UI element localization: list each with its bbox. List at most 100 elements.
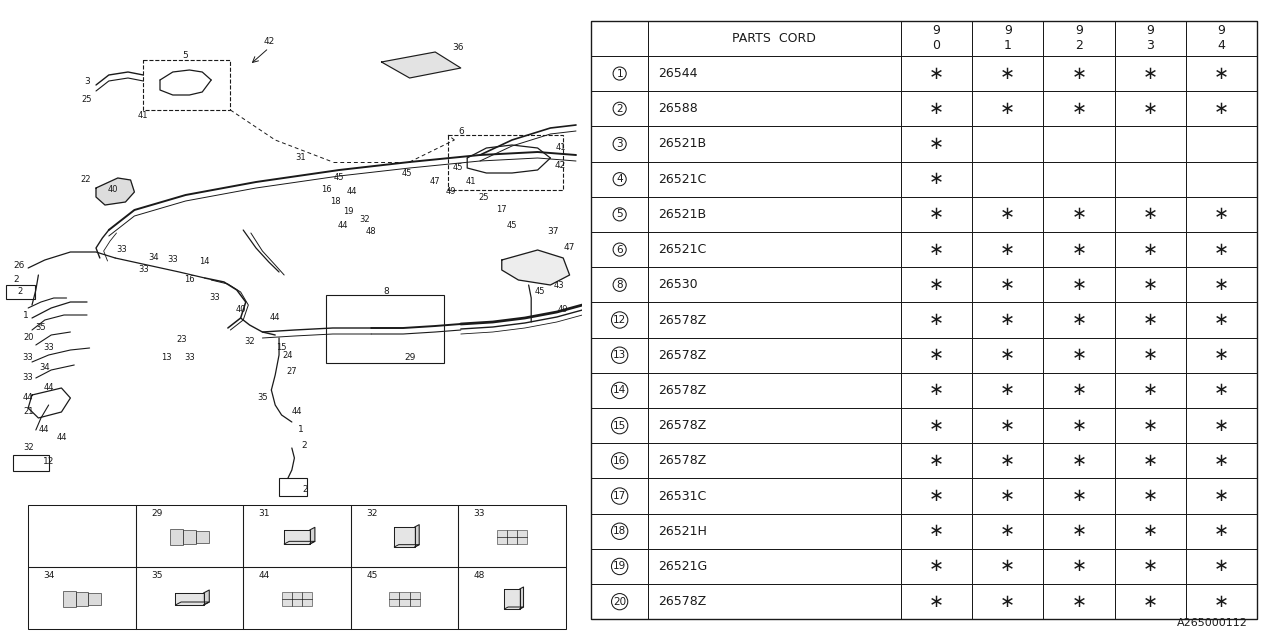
Bar [458,505,566,567]
Text: 35: 35 [36,323,46,333]
Text: ∗: ∗ [1000,346,1015,364]
Text: ∗: ∗ [1000,241,1015,259]
Text: ∗: ∗ [929,65,945,83]
Text: 42: 42 [264,38,274,47]
Bar [279,478,307,496]
Text: 14: 14 [200,257,210,266]
Bar [901,373,972,408]
Text: 13: 13 [161,353,172,362]
Text: 34: 34 [44,570,55,579]
Bar [1185,302,1257,338]
Text: 44: 44 [38,426,49,435]
Bar [591,408,648,444]
Bar [972,196,1043,232]
Bar [1043,408,1115,444]
Polygon shape [502,250,570,285]
Bar [591,267,648,302]
Text: 42: 42 [556,161,566,170]
Text: ∗: ∗ [1071,417,1087,435]
Text: 9
4: 9 4 [1217,24,1225,52]
Bar [507,530,517,544]
Text: ∗: ∗ [1000,381,1015,399]
Text: ∗: ∗ [1071,100,1087,118]
Text: ∗: ∗ [1143,311,1157,329]
Bar [901,56,972,91]
Polygon shape [310,527,315,544]
FancyBboxPatch shape [6,285,35,299]
Bar [1115,302,1185,338]
Text: ∗: ∗ [1000,65,1015,83]
Text: 16: 16 [321,186,332,195]
Bar [972,408,1043,444]
Bar [1043,338,1115,373]
Text: ∗: ∗ [1143,65,1157,83]
Bar [1115,338,1185,373]
Text: 48: 48 [366,227,376,237]
Text: 25: 25 [82,95,92,104]
Text: ∗: ∗ [1213,100,1229,118]
Bar [901,196,972,232]
Bar [88,593,101,605]
Bar [1043,302,1115,338]
Bar [389,592,399,606]
Text: 26578Z: 26578Z [658,349,707,362]
Text: 6: 6 [458,127,463,136]
Bar [1185,232,1257,267]
Bar [648,196,901,232]
Text: 26544: 26544 [658,67,698,80]
Bar [351,505,458,567]
Bar [183,530,196,544]
Bar [1043,267,1115,302]
Bar [648,267,901,302]
Bar [901,408,972,444]
Bar [901,161,972,196]
Text: 20: 20 [23,333,33,342]
Text: 1: 1 [617,68,623,79]
Text: 47: 47 [564,243,575,253]
Text: ∗: ∗ [1143,100,1157,118]
Text: ∗: ∗ [1213,452,1229,470]
Bar [648,126,901,161]
Text: 15: 15 [613,420,626,431]
Text: ∗: ∗ [1071,487,1087,505]
Text: 26578Z: 26578Z [658,419,707,432]
Text: ∗: ∗ [1000,522,1015,540]
Bar [517,530,527,544]
Text: 37: 37 [548,227,558,237]
Bar [901,444,972,479]
Text: 26521C: 26521C [658,173,707,186]
Bar [648,91,901,126]
Bar [1185,196,1257,232]
Bar [901,232,972,267]
Text: ∗: ∗ [1000,100,1015,118]
Text: ∗: ∗ [1071,452,1087,470]
Text: 23: 23 [177,335,187,344]
Polygon shape [381,52,461,78]
Text: ∗: ∗ [1143,593,1157,611]
Text: ∗: ∗ [1213,487,1229,505]
Text: 13: 13 [613,350,626,360]
Bar [1185,584,1257,620]
Bar [458,567,566,629]
Text: ∗: ∗ [1143,381,1157,399]
Text: 44: 44 [44,383,54,392]
Text: ∗: ∗ [1071,381,1087,399]
Text: 45: 45 [334,173,344,182]
Text: 32: 32 [244,337,255,346]
Text: 45: 45 [453,163,463,173]
Text: ∗: ∗ [1000,417,1015,435]
Bar [399,592,410,606]
Bar [1185,56,1257,91]
Text: ∗: ∗ [929,452,945,470]
Bar [648,302,901,338]
Bar [1115,514,1185,549]
Text: 25: 25 [479,193,489,202]
Bar [1185,549,1257,584]
Text: 32: 32 [23,444,33,452]
Text: 33: 33 [23,353,33,362]
Text: ∗: ∗ [929,557,945,575]
Text: 41: 41 [138,111,148,120]
Bar [648,549,901,584]
Text: 3: 3 [617,139,623,149]
Text: 1: 1 [298,426,303,435]
